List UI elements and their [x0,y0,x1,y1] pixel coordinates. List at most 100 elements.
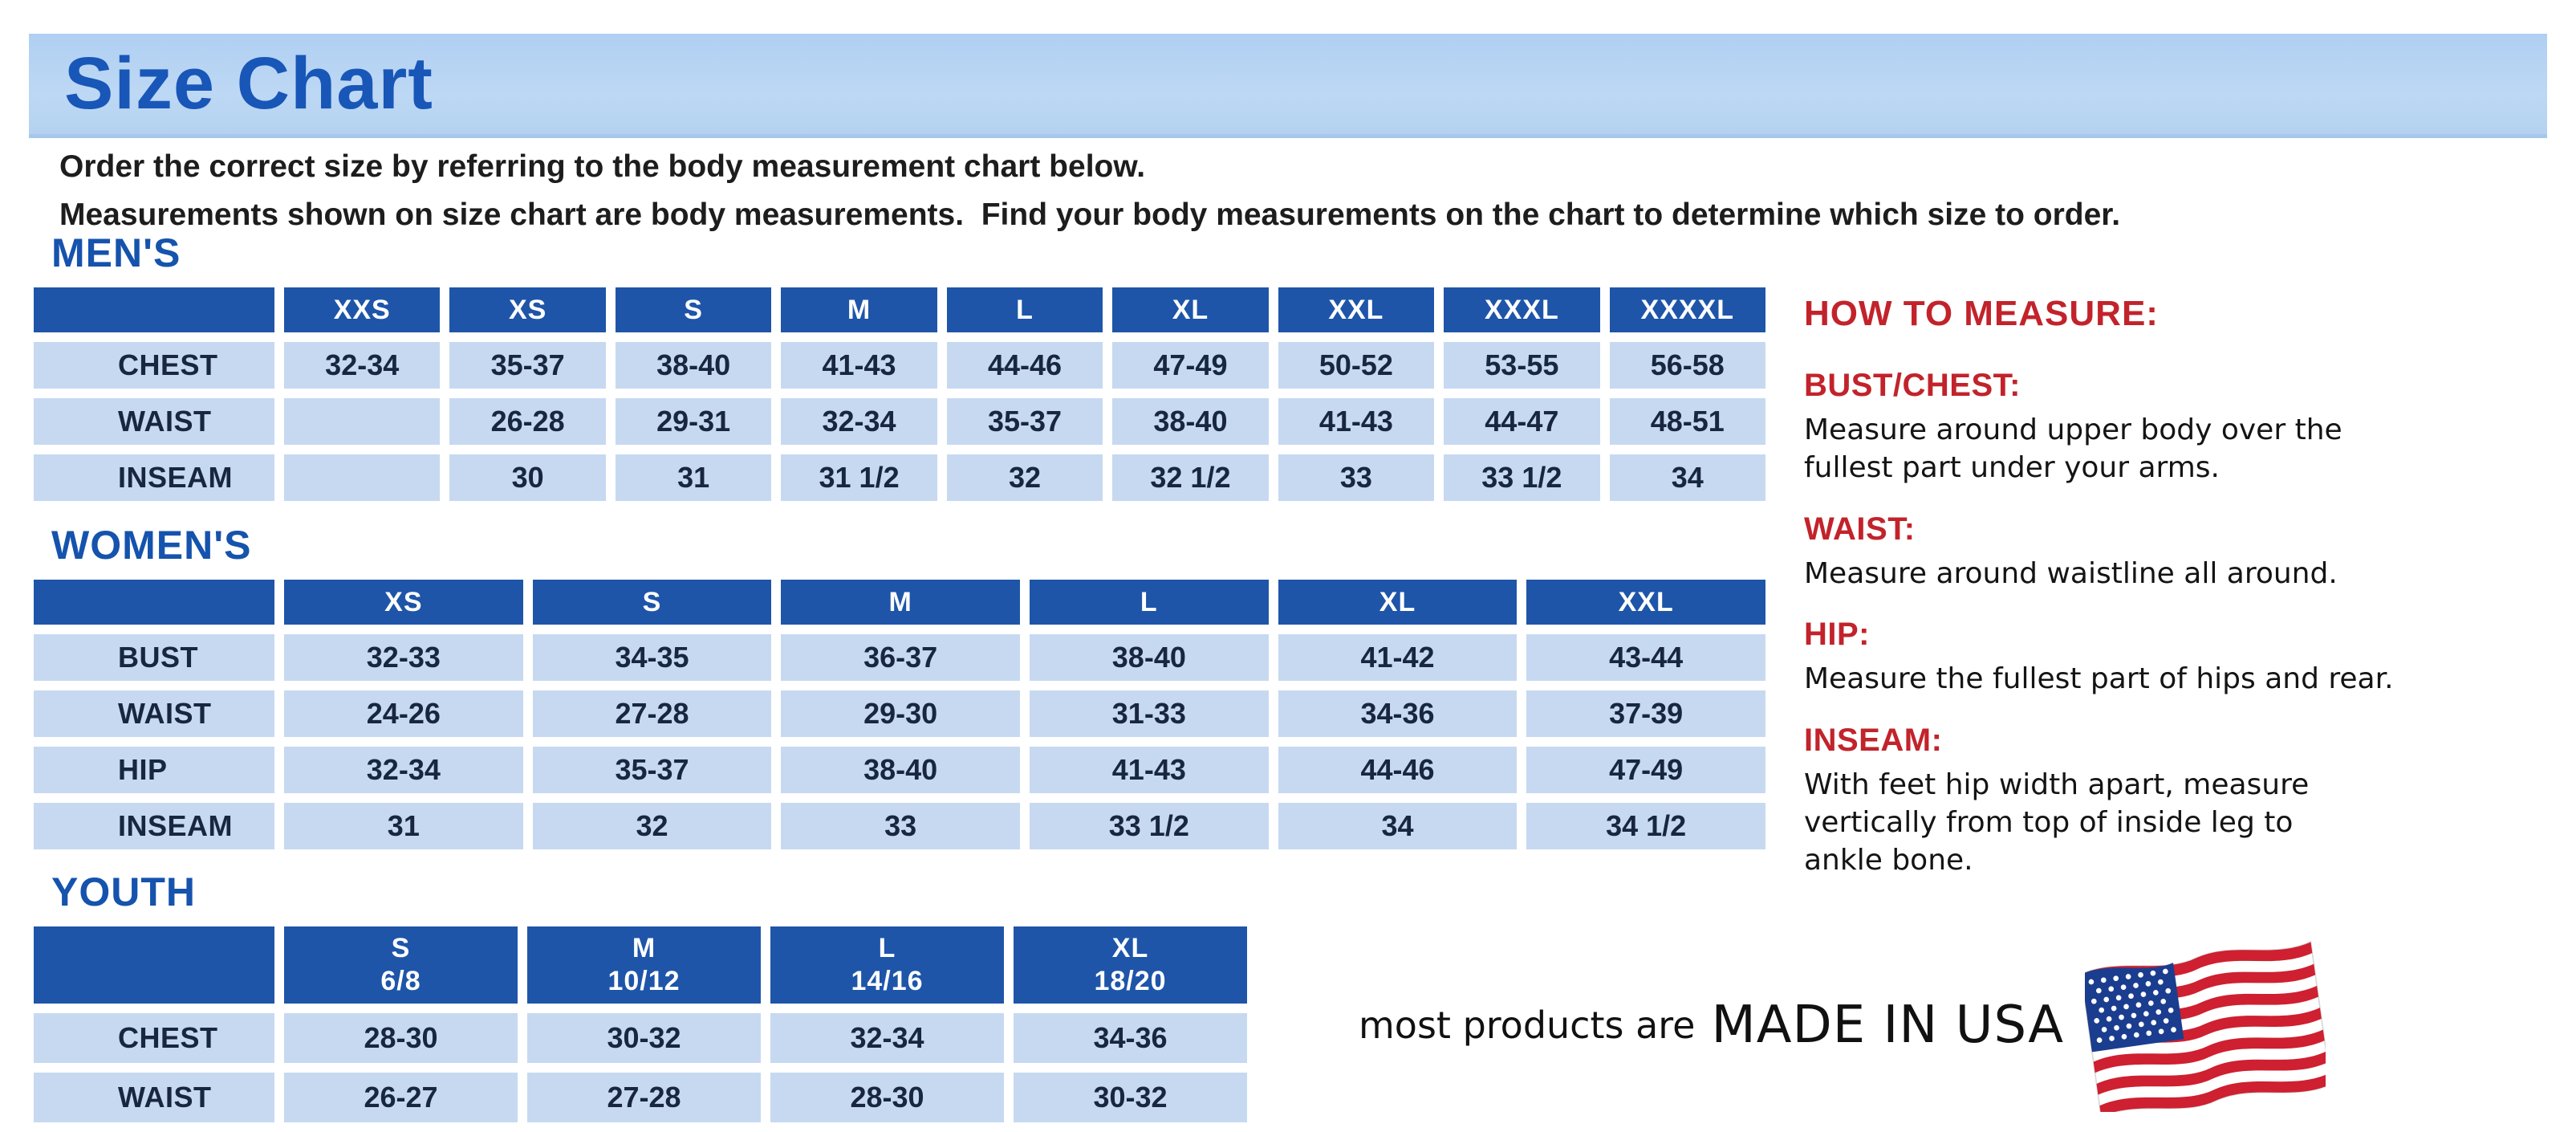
size-column-header: L [1029,580,1269,625]
size-column-header: XXL [1278,287,1435,332]
size-cell [284,454,441,501]
row-label: WAIST [34,398,274,445]
measure-section-bust-chest: BUST/CHEST: Measure around upper body ov… [1804,368,2566,487]
size-column-header: M 10/12 [527,926,761,1004]
made-in-usa-text: MADE IN USA [1711,995,2065,1055]
womens-section-heading: WOMEN'S [51,523,252,568]
size-cell: 44-46 [946,342,1103,389]
size-cell: 43-44 [1526,634,1765,681]
size-cell: 32-34 [770,1013,1004,1063]
size-cell: 44-47 [1444,398,1600,445]
size-cell: 34 [1609,454,1765,501]
size-column-header: XL [1112,287,1269,332]
size-cell: 34-36 [1278,690,1518,737]
size-cell [284,398,441,445]
size-cell: 53-55 [1444,342,1600,389]
youth-section-heading: YOUTH [51,869,196,914]
measure-label: WAIST: [1804,511,1916,547]
made-in-usa-prefix: most products are [1359,1003,1696,1047]
size-cell: 41-42 [1278,634,1518,681]
row-label: INSEAM [34,454,274,501]
measure-label: HIP: [1804,617,1870,653]
mens-size-table: XXS XS S M L XL XXL XXXL XXXXL CHEST 32-34 35-37 38-… [34,287,1765,501]
corner-cell [34,926,274,1004]
size-cell: 31 [615,454,772,501]
size-cell: 32-33 [284,634,523,681]
size-tables-column: MEN'S XXS XS S M L XL XXL XXXL XXXXL CHEST 32-34 35… [34,230,1765,1122]
size-cell: 26-27 [284,1073,518,1122]
size-column-header: XXXXL [1609,287,1765,332]
page-title: Size Chart [64,43,433,124]
size-cell: 30-32 [527,1013,761,1063]
size-cell: 32 [532,803,772,849]
size-cell: 48-51 [1609,398,1765,445]
size-cell: 30 [449,454,606,501]
size-cell: 31 [284,803,523,849]
title-banner: Size Chart [29,34,2547,138]
row-label: CHEST [34,1013,274,1063]
size-cell: 38-40 [615,342,772,389]
corner-cell [34,580,274,625]
how-to-measure-title: HOW TO MEASURE: [1804,294,2159,333]
row-label: HIP [34,747,274,793]
size-column-header: M [781,287,937,332]
size-column-header: XXS [284,287,441,332]
row-label: CHEST [34,342,274,389]
how-to-measure-panel: HOW TO MEASURE: BUST/CHEST: Measure arou… [1804,294,2566,904]
measure-text: Measure around upper body over the fulle… [1804,413,2342,484]
size-cell: 31 1/2 [781,454,937,501]
size-cell: 24-26 [284,690,523,737]
size-cell: 37-39 [1526,690,1765,737]
size-cell: 47-49 [1112,342,1269,389]
size-cell: 44-46 [1278,747,1518,793]
size-column-header: S [532,580,772,625]
size-cell: 29-31 [615,398,772,445]
mens-section-heading: MEN'S [51,230,181,275]
size-cell: 28-30 [284,1013,518,1063]
size-column-header: XL 18/20 [1014,926,1247,1004]
size-cell: 38-40 [1112,398,1269,445]
size-cell: 33 [781,803,1020,849]
womens-size-table: XS S M L XL XXL BUST 32-33 34-35 36-37 38-40 41-42 4… [34,580,1765,849]
measure-section-hip: HIP: Measure the fullest part of hips an… [1804,617,2566,698]
size-cell: 29-30 [781,690,1020,737]
size-cell: 38-40 [1029,634,1269,681]
size-column-header: XS [284,580,523,625]
measure-label: INSEAM: [1804,723,1943,759]
size-column-header: XXL [1526,580,1765,625]
usa-flag-icon [2085,939,2326,1112]
size-cell: 27-28 [527,1073,761,1122]
intro-line-2: Measurements shown on size chart are bod… [59,197,2121,233]
size-column-header: L 14/16 [770,926,1004,1004]
size-column-header: XL [1278,580,1518,625]
measure-text: Measure around waistline all around. [1804,556,2338,590]
size-cell: 41-43 [1278,398,1435,445]
size-cell: 41-43 [781,342,937,389]
size-cell: 41-43 [1029,747,1269,793]
measure-label: BUST/CHEST: [1804,368,2021,403]
size-cell: 35-37 [532,747,772,793]
size-cell: 38-40 [781,747,1020,793]
size-cell: 30-32 [1014,1073,1247,1122]
made-in-usa-line: most products are MADE IN USA [1359,938,2326,1112]
intro-line-1: Order the correct size by referring to t… [59,149,1146,184]
size-cell: 34 1/2 [1526,803,1765,849]
row-label: WAIST [34,1073,274,1122]
size-column-header: XS [449,287,606,332]
size-cell: 32-34 [284,342,441,389]
size-cell: 33 1/2 [1029,803,1269,849]
size-cell: 32-34 [781,398,937,445]
size-cell: 50-52 [1278,342,1435,389]
measure-text: Measure the fullest part of hips and rea… [1804,662,2394,696]
row-label: WAIST [34,690,274,737]
size-cell: 34-35 [532,634,772,681]
size-cell: 33 [1278,454,1435,501]
row-label: BUST [34,634,274,681]
size-cell: 56-58 [1609,342,1765,389]
size-cell: 27-28 [532,690,772,737]
intro-text: Order the correct size by referring to t… [59,143,2120,240]
size-cell: 33 1/2 [1444,454,1600,501]
size-cell: 32 [946,454,1103,501]
size-cell: 26-28 [449,398,606,445]
